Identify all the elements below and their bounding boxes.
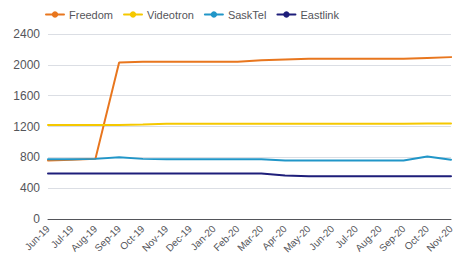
svg-text:0: 0	[33, 212, 40, 226]
svg-text:Dec-19: Dec-19	[164, 223, 195, 254]
svg-text:Nov-20: Nov-20	[424, 223, 455, 254]
svg-text:Jan-20: Jan-20	[188, 223, 218, 253]
svg-text:Sep-20: Sep-20	[377, 223, 408, 254]
svg-text:Jul-20: Jul-20	[333, 223, 361, 251]
svg-text:May-20: May-20	[281, 223, 313, 255]
svg-text:Freedom: Freedom	[69, 9, 113, 21]
svg-text:Eastlink: Eastlink	[300, 9, 339, 21]
svg-text:Nov-19: Nov-19	[139, 223, 171, 254]
svg-text:800: 800	[20, 150, 40, 164]
svg-text:400: 400	[20, 181, 40, 195]
svg-text:Videotron: Videotron	[147, 9, 194, 21]
svg-text:Jun-20: Jun-20	[307, 223, 337, 253]
svg-text:Jul-19: Jul-19	[48, 223, 76, 251]
svg-text:Jun-19: Jun-19	[23, 223, 53, 253]
svg-text:SaskTel: SaskTel	[228, 9, 267, 21]
svg-text:1600: 1600	[13, 89, 40, 103]
svg-text:Aug-20: Aug-20	[353, 223, 384, 254]
svg-text:Feb-20: Feb-20	[211, 223, 242, 254]
svg-text:2000: 2000	[13, 58, 40, 72]
svg-text:Aug-19: Aug-19	[68, 223, 100, 254]
svg-text:2400: 2400	[13, 27, 40, 41]
svg-text:Sep-19: Sep-19	[92, 223, 123, 254]
svg-text:1200: 1200	[13, 120, 40, 134]
svg-text:Mar-20: Mar-20	[235, 223, 265, 253]
svg-text:Apr-20: Apr-20	[260, 223, 289, 253]
svg-text:Oct-19: Oct-19	[117, 223, 147, 253]
svg-text:Oct-20: Oct-20	[402, 223, 432, 253]
